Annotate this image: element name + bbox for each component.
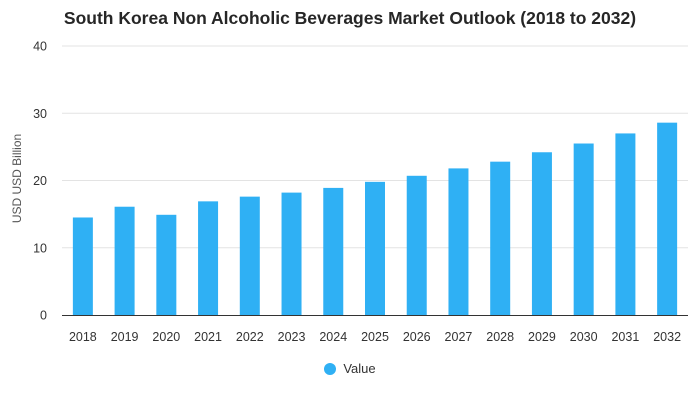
x-axis-ticks: 2018 2019 2020 2021 2022 2023 2024 2025 2026 2027…: [69, 330, 681, 344]
bar: [615, 133, 636, 315]
bar: [406, 175, 427, 315]
bar: [114, 206, 135, 315]
x-tick-label: 2026: [403, 330, 431, 344]
bar: [323, 187, 344, 315]
y-tick-label: 30: [33, 107, 47, 121]
bar: [448, 168, 469, 315]
x-tick-label: 2032: [653, 330, 681, 344]
x-tick-label: 2018: [69, 330, 97, 344]
x-tick-label: 2028: [486, 330, 514, 344]
y-tick-label: 20: [33, 174, 47, 188]
bars: [72, 122, 678, 315]
bar: [490, 161, 511, 315]
x-tick-label: 2023: [278, 330, 306, 344]
x-tick-label: 2020: [152, 330, 180, 344]
x-tick-label: 2019: [111, 330, 139, 344]
bar: [365, 181, 385, 315]
x-tick-label: 2030: [570, 330, 598, 344]
x-tick-label: 2022: [236, 330, 264, 344]
bar: [156, 214, 177, 315]
y-tick-label: 10: [33, 241, 47, 255]
bar: [573, 143, 594, 315]
legend-label: Value: [343, 361, 376, 376]
legend: Value: [0, 361, 700, 376]
x-tick-label: 2027: [445, 330, 473, 344]
x-tick-label: 2024: [319, 330, 347, 344]
legend-swatch: [324, 362, 337, 375]
y-axis-ticks: 0 10 20 30 40: [33, 40, 47, 323]
bar: [531, 152, 552, 315]
x-tick-label: 2025: [361, 330, 389, 344]
bar: [239, 196, 260, 315]
x-tick-label: 2031: [611, 330, 639, 344]
y-tick-label: 0: [40, 309, 47, 323]
bar: [198, 201, 219, 315]
bar: [281, 192, 302, 315]
bar: [72, 217, 93, 315]
x-tick-label: 2029: [528, 330, 556, 344]
y-tick-label: 40: [33, 40, 47, 54]
y-axis-title: USD USD Billion: [10, 134, 24, 223]
bar: [657, 122, 678, 315]
x-tick-label: 2021: [194, 330, 222, 344]
chart-title: South Korea Non Alcoholic Beverages Mark…: [63, 8, 637, 28]
